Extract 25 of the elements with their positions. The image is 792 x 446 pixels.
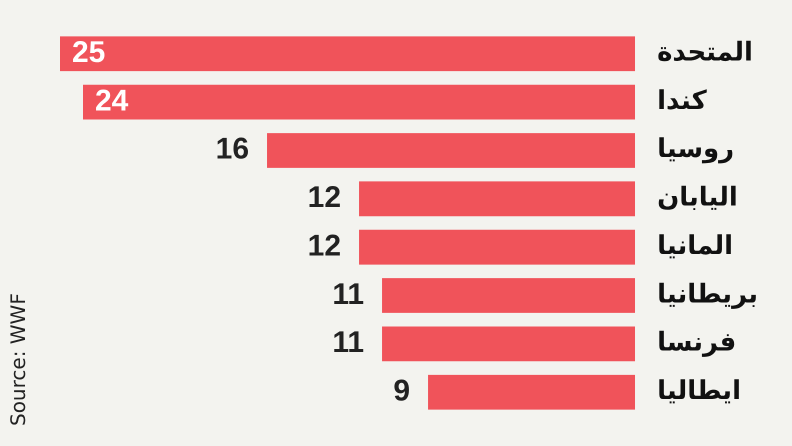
y-tick-label: المانيا — [657, 230, 734, 261]
data-label: 12 — [308, 229, 342, 262]
bar — [382, 326, 636, 362]
y-tick-label: المتحدة — [657, 38, 753, 68]
y-tick-label: فرنسا — [657, 328, 736, 358]
source-note: Source: WWF — [6, 293, 30, 426]
bar — [359, 230, 636, 265]
bar — [428, 374, 636, 410]
data-label: 16 — [216, 132, 250, 166]
y-tick-label: كندا — [657, 86, 708, 116]
data-label: 24 — [95, 84, 129, 118]
data-label: 11 — [332, 278, 364, 311]
bar — [267, 133, 636, 168]
data-label: 11 — [332, 326, 364, 360]
bar — [83, 84, 636, 120]
bar — [60, 36, 636, 72]
y-tick-label: بريطانيا — [657, 279, 758, 310]
y-tick-label: ايطاليا — [657, 376, 741, 406]
y-tick-label: اليابان — [657, 182, 738, 213]
bar — [382, 278, 636, 313]
data-label: 9 — [393, 374, 410, 408]
data-label: 12 — [308, 181, 342, 214]
y-tick-label: روسيا — [657, 134, 734, 164]
bar — [359, 181, 636, 216]
data-label: 25 — [72, 36, 106, 70]
